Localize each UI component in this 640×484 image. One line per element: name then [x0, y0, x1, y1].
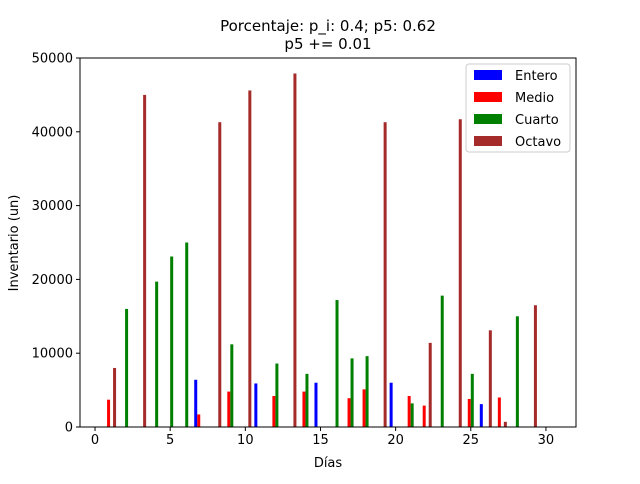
legend-label-octavo: Octavo: [515, 135, 561, 150]
bar-octavo-1: [143, 94, 147, 428]
bar-cuarto-5: [275, 363, 279, 427]
bar-medio-9: [467, 398, 471, 427]
chart-title-line2: p5 += 0.01: [284, 35, 371, 53]
x-axis-label: Días: [314, 456, 343, 471]
bar-entero-3: [389, 382, 393, 427]
bar-medio-8: [422, 405, 426, 427]
bar-entero-1: [254, 383, 258, 427]
x-tick-label: 25: [463, 433, 480, 448]
bar-octavo-9: [503, 421, 507, 427]
x-tick-label: 10: [237, 433, 254, 448]
bar-cuarto-0: [125, 308, 129, 427]
bar-octavo-7: [458, 119, 462, 427]
legend-label-entero: Entero: [515, 69, 558, 84]
legend-swatch-entero: [474, 70, 502, 80]
legend-label-cuarto: Cuarto: [515, 113, 559, 128]
bar-medio-3: [272, 396, 276, 427]
bar-cuarto-3: [185, 242, 189, 427]
bar-medio-4: [302, 391, 306, 427]
legend-swatch-octavo: [474, 136, 502, 146]
y-tick-label: 0: [65, 421, 73, 436]
bar-octavo-6: [428, 342, 432, 427]
x-tick-label: 0: [91, 433, 99, 448]
y-tick-label: 20000: [32, 273, 73, 288]
legend-swatch-medio: [474, 92, 502, 102]
bar-cuarto-1: [155, 281, 159, 427]
y-tick-label: 30000: [32, 199, 73, 214]
bar-octavo-3: [248, 90, 252, 427]
y-axis-label: Inventario (un): [7, 195, 22, 292]
legend-frame: [465, 63, 571, 153]
bar-medio-10: [497, 397, 501, 427]
bar-cuarto-12: [470, 373, 474, 427]
plot-frame: [79, 57, 577, 428]
bar-octavo-0: [113, 367, 117, 427]
bar-cuarto-7: [335, 300, 339, 427]
bars-layer: [107, 73, 537, 428]
bar-cuarto-11: [440, 295, 444, 427]
bar-octavo-2: [218, 122, 222, 428]
bar-medio-5: [347, 398, 351, 427]
bar-medio-6: [362, 389, 366, 427]
x-tick-label: 20: [387, 433, 404, 448]
bar-entero-2: [314, 382, 318, 427]
bar-cuarto-2: [170, 256, 174, 427]
bar-medio-0: [107, 399, 111, 427]
bar-cuarto-10: [410, 403, 414, 427]
bar-octavo-5: [383, 122, 387, 428]
x-tick-label: 15: [312, 433, 329, 448]
y-tick-label: 40000: [32, 125, 73, 140]
bar-entero-0: [194, 379, 198, 427]
bar-cuarto-8: [350, 358, 354, 427]
bar-cuarto-4: [230, 344, 234, 427]
y-axis-ticks: 0 10000 20000 30000 40000 50000: [32, 52, 80, 436]
bar-octavo-4: [293, 73, 297, 427]
bar-octavo-8: [488, 330, 492, 427]
legend: Entero Medio Cuarto Octavo: [465, 63, 571, 153]
bar-cuarto-9: [365, 356, 369, 427]
bar-cuarto-13: [515, 316, 519, 427]
x-tick-label: 5: [166, 433, 174, 448]
y-tick-label: 10000: [32, 347, 73, 362]
x-tick-label: 30: [538, 433, 555, 448]
bar-cuarto-6: [305, 373, 309, 427]
chart-title-line1: Porcentaje: p_i: 0.4; p5: 0.62: [220, 17, 436, 36]
bar-medio-7: [407, 396, 411, 427]
legend-swatch-cuarto: [474, 114, 502, 124]
legend-label-medio: Medio: [515, 91, 554, 106]
bar-medio-2: [227, 391, 231, 427]
bar-entero-4: [479, 404, 483, 427]
y-tick-label: 50000: [32, 52, 73, 67]
bar-medio-1: [197, 414, 201, 427]
bar-octavo-10: [533, 305, 537, 427]
x-axis-ticks: 0 5 10 15 20 25 30: [91, 427, 554, 448]
